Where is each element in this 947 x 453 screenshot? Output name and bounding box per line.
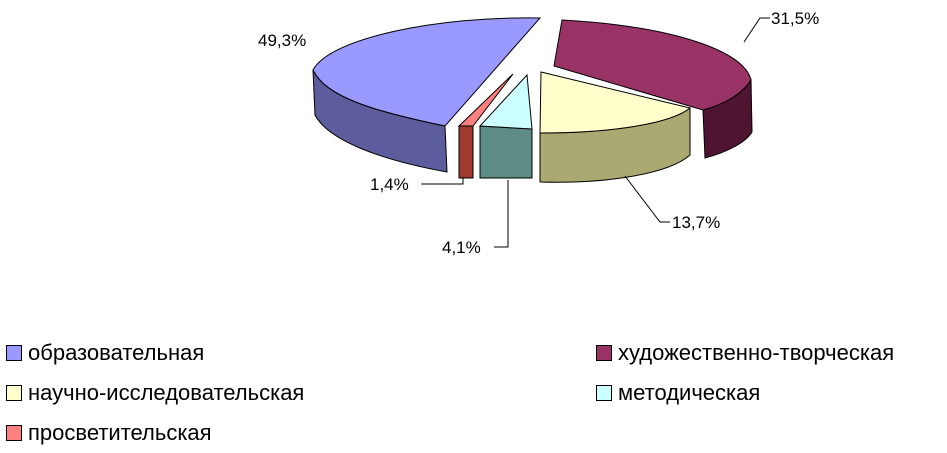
legend-label: образовательная xyxy=(28,340,205,365)
leader-line-1-4 xyxy=(421,178,464,185)
legend-label: научно-исследовательская xyxy=(28,380,305,405)
legend-swatch xyxy=(596,345,612,361)
legend-swatch xyxy=(6,425,22,441)
leader-line-13-7 xyxy=(624,175,670,223)
data-label-metodicheskaya: 4,1% xyxy=(442,238,481,257)
data-label-prosvetitelskaya: 1,4% xyxy=(370,175,409,194)
legend-label: художественно-творческая xyxy=(618,340,895,365)
legend-item-metodicheskaya: методическая xyxy=(596,380,760,406)
leader-line-4-1 xyxy=(494,180,509,248)
legend-item-obrazovatelnaya: образовательная xyxy=(6,340,204,366)
data-label-nauchno-issledovatelskaya: 13,7% xyxy=(672,213,720,232)
legend-item-prosvetitelskaya: просветительская xyxy=(6,420,212,446)
pie-slice-obrazovatelnaya xyxy=(312,17,542,127)
pie-slice-metodicheskaya xyxy=(478,73,533,130)
legend-item-nauchno-issledovatelskaya: научно-исследовательская xyxy=(6,380,304,406)
legend-swatch xyxy=(596,385,612,401)
pie-slice-nauchno-issledovatelskaya xyxy=(539,71,692,134)
pie-slice-side-metodicheskaya xyxy=(479,125,533,179)
legend-swatch xyxy=(6,345,22,361)
legend-label: методическая xyxy=(618,380,761,405)
pie-chart: 49,3% 31,5% 13,7% 4,1% 1,4% xyxy=(258,9,819,257)
data-label-khudozhestvenno-tvorcheskaya: 31,5% xyxy=(771,9,819,28)
legend: образовательная художественно-творческая… xyxy=(0,330,947,453)
leader-lines xyxy=(421,17,770,248)
pie-slice-khudozhestvenno-tvorcheskaya xyxy=(553,19,752,111)
data-label-obrazovatelnaya: 49,3% xyxy=(258,31,306,50)
legend-item-khudozhestvenno-tvorcheskaya: художественно-творческая xyxy=(596,340,894,366)
leader-line-31-5 xyxy=(743,17,770,43)
legend-swatch xyxy=(6,385,22,401)
legend-label: просветительская xyxy=(28,420,212,445)
pie-slice-prosvetitelskaya xyxy=(457,73,514,127)
pie-slice-side-prosvetitelskaya xyxy=(458,125,474,179)
